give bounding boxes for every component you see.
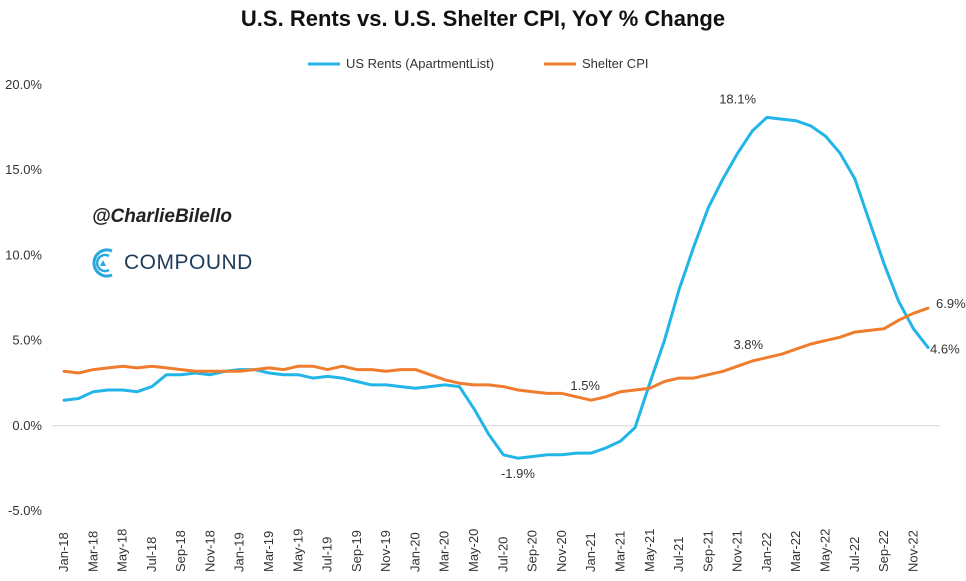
- x-tick-label: Mar-20: [437, 531, 452, 572]
- x-tick-label: Jan-19: [232, 532, 247, 572]
- x-tick-label: May-22: [817, 529, 832, 572]
- x-tick-label: Mar-19: [261, 531, 276, 572]
- x-tick-label: May-21: [642, 529, 657, 572]
- data-label: 6.9%: [936, 296, 966, 311]
- x-tick-label: Sep-21: [700, 530, 715, 572]
- us-rents-line: [62, 115, 930, 460]
- shelter-cpi-line: [62, 306, 930, 402]
- x-tick-label: Jan-22: [759, 532, 774, 572]
- legend-label-us-rents: US Rents (ApartmentList): [346, 56, 494, 71]
- x-tick-label: May-19: [290, 529, 305, 572]
- x-tick-label: Nov-22: [905, 530, 920, 572]
- y-tick-label: 15.0%: [5, 162, 42, 177]
- data-label: 4.6%: [930, 341, 960, 356]
- x-tick-label: Sep-22: [876, 530, 891, 572]
- data-label: 18.1%: [719, 91, 756, 106]
- x-tick-label: Jul-18: [144, 537, 159, 572]
- x-tick-label: Jan-18: [56, 532, 71, 572]
- x-tick-label: May-20: [466, 529, 481, 572]
- x-tick-label: Nov-18: [202, 530, 217, 572]
- compound-logo: COMPOUND: [90, 246, 253, 280]
- x-tick-label: Jan-21: [583, 532, 598, 572]
- data-label: 3.8%: [733, 337, 763, 352]
- y-tick-label: 20.0%: [5, 77, 42, 92]
- data-label: -1.9%: [501, 466, 535, 481]
- x-tick-label: Mar-21: [612, 531, 627, 572]
- company-name: COMPOUND: [124, 251, 253, 274]
- x-tick-label: Mar-18: [85, 531, 100, 572]
- y-tick-label: 10.0%: [5, 247, 42, 262]
- y-tick-label: 0.0%: [12, 418, 42, 433]
- y-tick-label: 5.0%: [12, 333, 42, 348]
- x-tick-label: Jul-22: [847, 537, 862, 572]
- data-label: 1.5%: [570, 378, 600, 393]
- chart-title: U.S. Rents vs. U.S. Shelter CPI, YoY % C…: [240, 6, 726, 31]
- x-tick-label: Nov-21: [730, 530, 745, 572]
- x-tick-label: May-18: [115, 529, 130, 572]
- x-tick-label: Nov-20: [554, 530, 569, 572]
- x-tick-label: Jul-19: [320, 537, 335, 572]
- author-handle: @CharlieBilello: [92, 206, 232, 227]
- compound-logo-icon: [92, 248, 113, 278]
- x-tick-label: Sep-19: [349, 530, 364, 572]
- y-tick-label: -5.0%: [8, 503, 42, 518]
- x-tick-label: Sep-20: [525, 530, 540, 572]
- x-tick-label: Sep-18: [173, 530, 188, 572]
- x-tick-label: Mar-22: [788, 531, 803, 572]
- x-tick-label: Jan-20: [407, 532, 422, 572]
- x-tick-label: Jul-20: [495, 537, 510, 572]
- x-tick-label: Nov-19: [378, 530, 393, 572]
- x-tick-label: Jul-21: [671, 537, 686, 572]
- legend-label-shelter-cpi: Shelter CPI: [582, 56, 648, 71]
